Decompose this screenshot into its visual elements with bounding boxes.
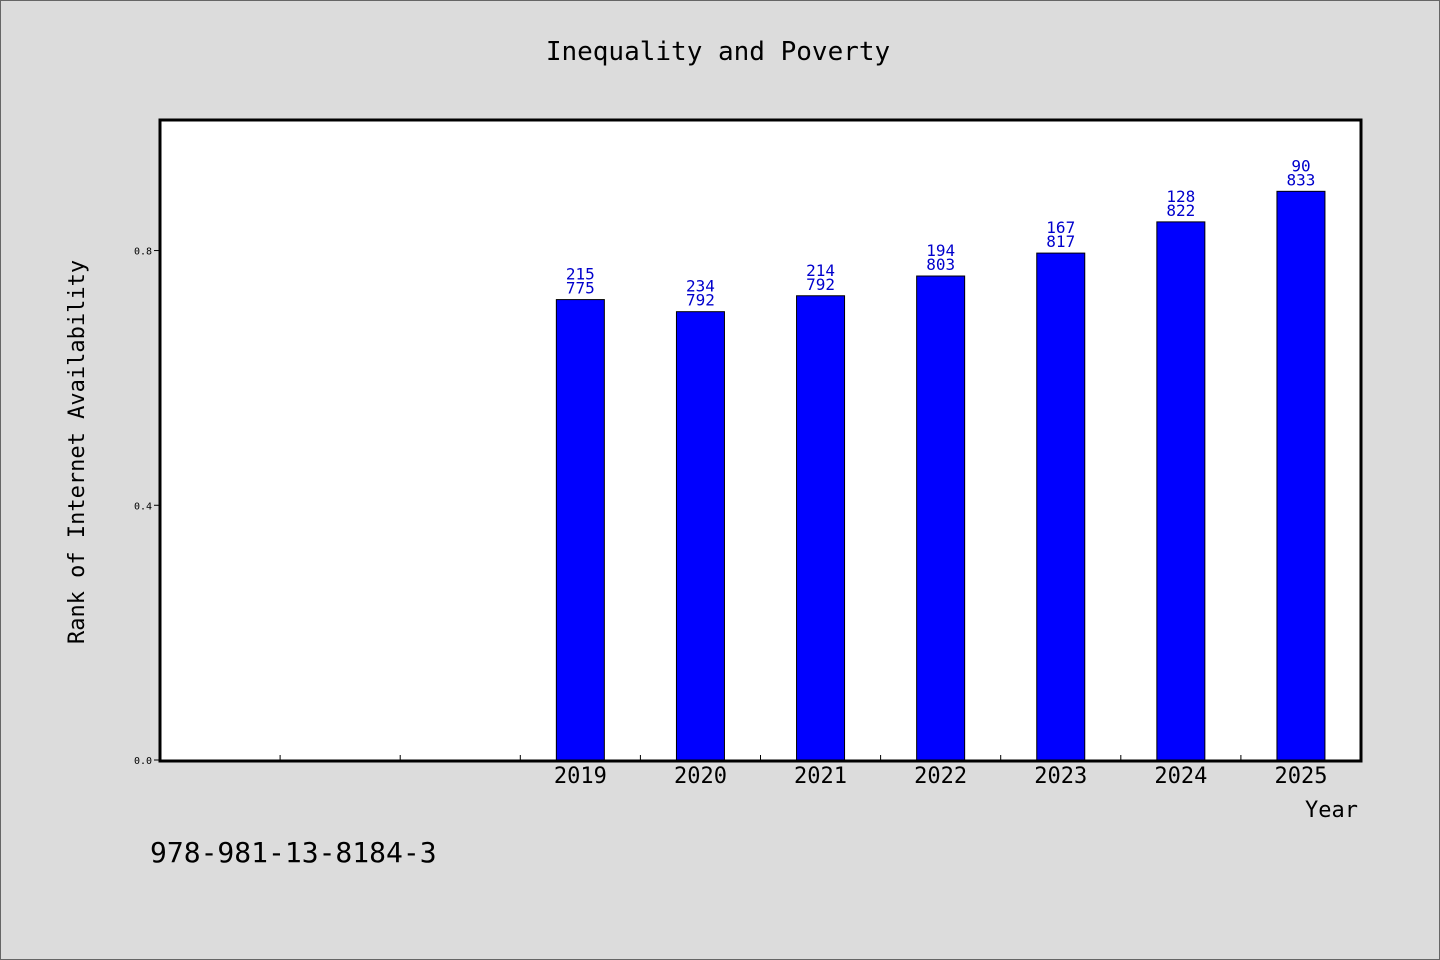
bar-label-top: 215 bbox=[566, 265, 595, 284]
y-tick-label: 0.0 bbox=[134, 756, 152, 767]
bar-label-top: 128 bbox=[1166, 187, 1195, 206]
x-axis-label: Year bbox=[1305, 798, 1358, 823]
bar-label-bottom: 792 bbox=[686, 291, 715, 310]
chart-title: Inequality and Poverty bbox=[546, 37, 890, 67]
y-tick-label: 0.8 bbox=[134, 247, 152, 258]
x-tick-label: 2025 bbox=[1274, 764, 1327, 789]
x-tick-label: 2020 bbox=[674, 764, 727, 789]
y-tick-labels: 0.0 0.4 0.8 bbox=[134, 247, 152, 767]
isbn-text: 978-981-13-8184-3 bbox=[150, 836, 437, 869]
bar-label-top: 167 bbox=[1046, 218, 1075, 237]
bar-label-bottom: 822 bbox=[1166, 201, 1195, 220]
bar-label-top: 90 bbox=[1291, 156, 1310, 175]
x-tick-label: 2022 bbox=[914, 764, 967, 789]
bar-label-top: 234 bbox=[686, 277, 715, 296]
bar-label-bottom: 833 bbox=[1286, 170, 1315, 189]
bar bbox=[1276, 190, 1326, 761]
y-axis-label: Rank of Internet Availability bbox=[65, 260, 90, 644]
x-tick-labels: 2019 2020 2021 2022 2023 2024 2025 bbox=[554, 764, 1328, 789]
bar-label-bottom: 775 bbox=[566, 279, 595, 298]
bar-label-bottom: 792 bbox=[806, 275, 835, 294]
x-tick-label: 2019 bbox=[554, 764, 607, 789]
bar bbox=[916, 275, 966, 761]
bar bbox=[1036, 252, 1086, 761]
x-tick-label: 2024 bbox=[1154, 764, 1207, 789]
bars bbox=[555, 190, 1326, 761]
bar-label-top: 214 bbox=[806, 261, 835, 280]
y-tick-label: 0.4 bbox=[134, 501, 152, 512]
bar-label-bottom: 817 bbox=[1046, 232, 1075, 251]
bar bbox=[796, 295, 846, 761]
bar bbox=[1156, 221, 1206, 761]
axis-ticks bbox=[154, 250, 1242, 761]
bar-label-bottom: 803 bbox=[926, 255, 955, 274]
bar bbox=[555, 299, 605, 761]
x-tick-label: 2023 bbox=[1034, 764, 1087, 789]
bar-label-top: 194 bbox=[926, 241, 955, 260]
bar bbox=[675, 311, 725, 761]
x-tick-label: 2021 bbox=[794, 764, 847, 789]
